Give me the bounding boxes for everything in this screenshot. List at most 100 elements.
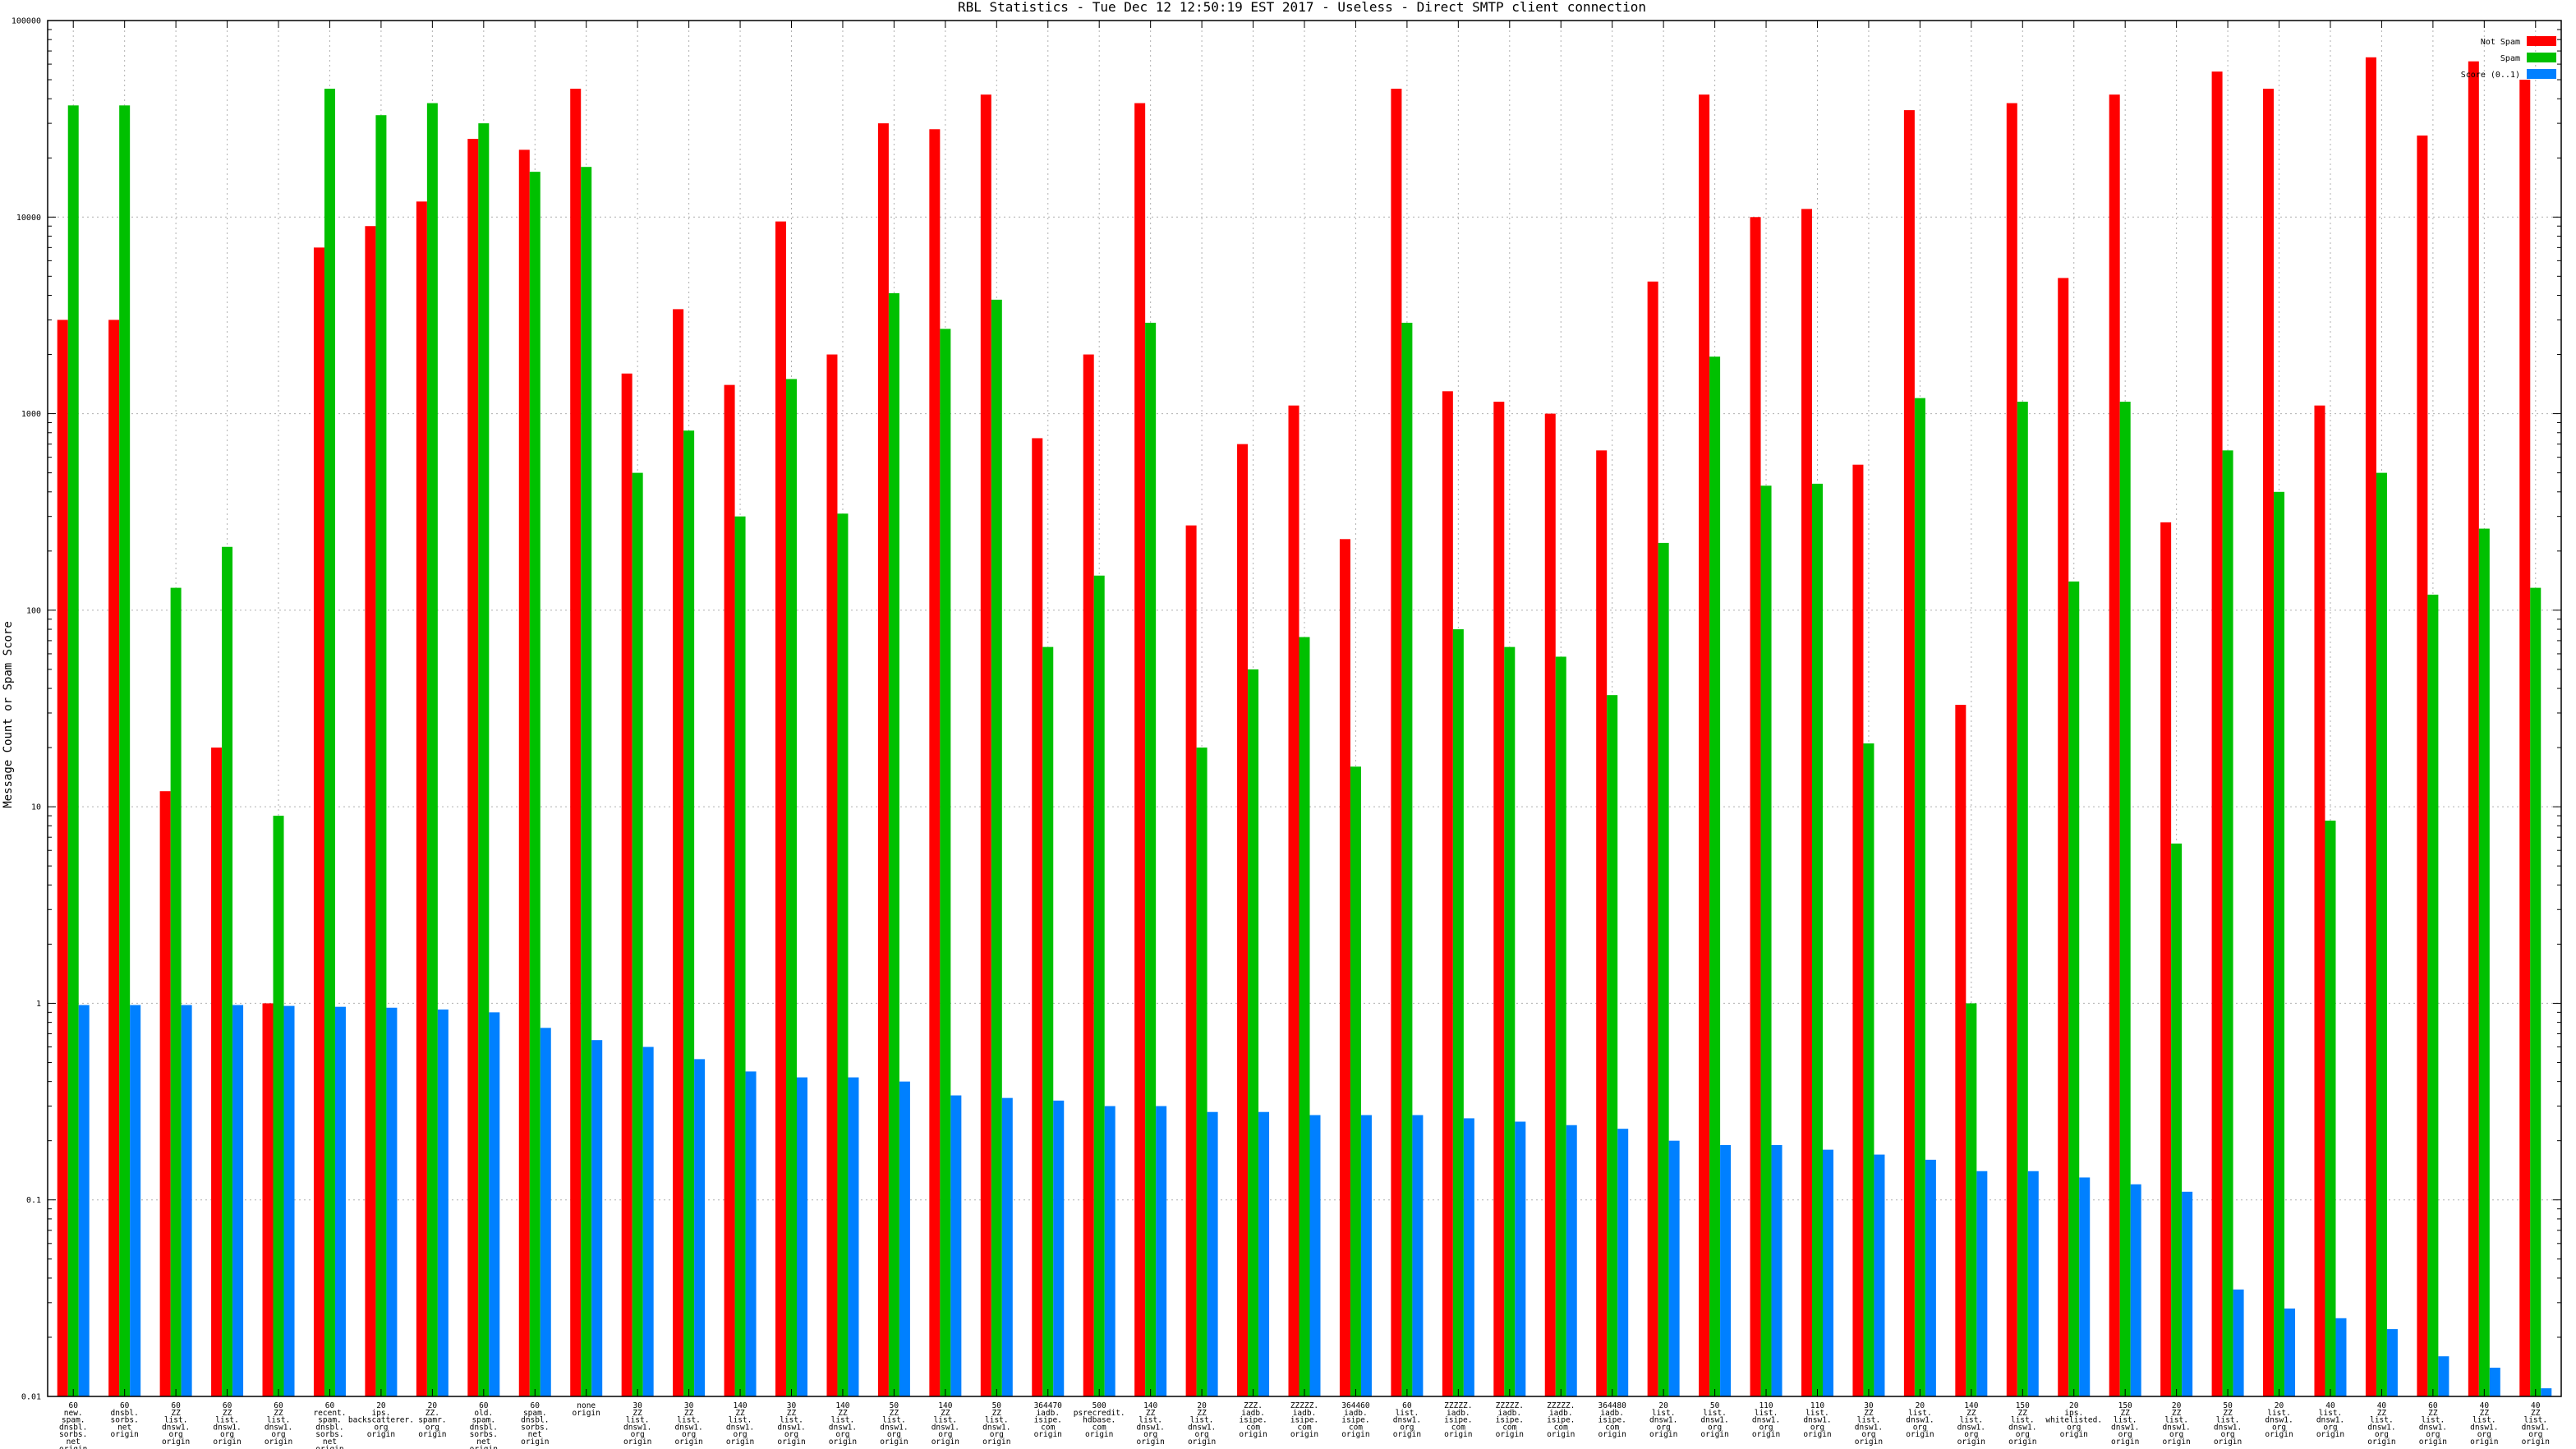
x-category-label-line: origin bbox=[418, 1430, 446, 1439]
x-category-label-line: origin bbox=[880, 1438, 908, 1447]
x-category-label: none origin bbox=[573, 1401, 600, 1418]
x-category-label: 30 ZZ list. dnsw1. org origin bbox=[674, 1401, 702, 1447]
y-tick-label: 10 bbox=[31, 803, 41, 812]
x-category-label-line: sorbs. bbox=[521, 1423, 549, 1432]
x-category-label-line: 140 bbox=[733, 1401, 747, 1410]
x-category-label-line: origin bbox=[470, 1445, 498, 1449]
x-category-label: 140 ZZ list. dnsw1. org origin bbox=[1957, 1401, 1985, 1447]
x-category-label-line: ZZ bbox=[2377, 1409, 2387, 1418]
x-category-label: 364480 iadb. isipe. com origin bbox=[1598, 1401, 1627, 1439]
bar-spam bbox=[2478, 528, 2490, 1396]
x-category-label-line: 500 bbox=[1092, 1401, 1106, 1410]
bar-spam bbox=[273, 816, 284, 1396]
x-category-label-line: org bbox=[271, 1430, 285, 1439]
x-category-label-line: origin bbox=[111, 1430, 139, 1439]
x-category-label-line: 20 bbox=[2069, 1401, 2079, 1410]
x-category-label-line: 30 bbox=[684, 1401, 694, 1410]
x-category-label: ZZZZZ. iadb. isipe. com origin bbox=[1496, 1401, 1524, 1439]
x-category-label: 140 ZZ list. dnsw1. org origin bbox=[932, 1401, 959, 1447]
x-category-label-line: sorbs. bbox=[470, 1430, 498, 1439]
x-category-label-line: ZZ bbox=[890, 1409, 899, 1418]
x-category-label-line: list. bbox=[1396, 1409, 1419, 1418]
bar-score-0-1 bbox=[1053, 1100, 1065, 1396]
chart-title: RBL Statistics - Tue Dec 12 12:50:19 EST… bbox=[958, 0, 1646, 15]
x-category-label-line: dnsw1. bbox=[2162, 1423, 2190, 1432]
bar-spam bbox=[1914, 398, 1925, 1396]
x-category-label: 30 ZZ list. dnsw1. org origin bbox=[623, 1401, 651, 1447]
x-category-label-line: origin bbox=[2470, 1438, 2498, 1447]
x-category-label: 20 ips. whitelisted. org origin bbox=[2045, 1401, 2102, 1439]
bar-spam bbox=[1401, 322, 1413, 1396]
x-category-label-line: origin bbox=[1752, 1430, 1780, 1439]
x-category-label: 364470 iadb. isipe. com origin bbox=[1034, 1401, 1063, 1439]
x-category-label-line: ZZ bbox=[735, 1409, 745, 1418]
x-category-label-line: dnsw1. bbox=[1188, 1423, 1216, 1432]
x-category-label-line: iadb. bbox=[1241, 1409, 1265, 1418]
bar-score-0-1 bbox=[334, 1006, 346, 1396]
x-category-label-line: 364470 bbox=[1034, 1401, 1063, 1410]
bar-spam bbox=[1555, 656, 1566, 1396]
x-category-label-line: list. bbox=[1908, 1409, 1932, 1418]
x-category-label-line: org bbox=[2375, 1430, 2389, 1439]
x-category-label-line: origin bbox=[315, 1445, 343, 1449]
bar-spam bbox=[478, 123, 490, 1396]
bar-not-spam bbox=[724, 384, 735, 1396]
bar-not-spam bbox=[1288, 405, 1300, 1396]
bar-not-spam bbox=[1955, 705, 1966, 1396]
bar-spam bbox=[375, 115, 387, 1396]
x-category-label: ZZZZZ. iadb. isipe. com origin bbox=[1290, 1401, 1318, 1439]
x-category-label-line: 20 bbox=[428, 1401, 438, 1410]
x-category-label-line: ZZZZZ. bbox=[1290, 1401, 1318, 1410]
x-category-label-line: net bbox=[528, 1430, 542, 1439]
bar-not-spam bbox=[365, 226, 376, 1396]
x-category-label-line: org bbox=[1195, 1430, 1209, 1439]
bar-not-spam bbox=[1185, 525, 1197, 1396]
bar-not-spam bbox=[1134, 103, 1146, 1397]
bar-score-0-1 bbox=[1001, 1097, 1013, 1396]
x-category-label-line: org bbox=[2118, 1430, 2132, 1439]
x-category-label: 30 ZZ list. dnsw1. org origin bbox=[777, 1401, 805, 1447]
x-category-label: 500 psrecredit. hdbase. com origin bbox=[1074, 1401, 1125, 1439]
legend-swatch bbox=[2527, 36, 2556, 46]
bar-score-0-1 bbox=[232, 1005, 244, 1396]
x-category-label-line: 60 bbox=[531, 1401, 540, 1410]
bar-spam bbox=[888, 292, 899, 1396]
bar-score-0-1 bbox=[950, 1095, 962, 1396]
bar-spam bbox=[940, 329, 951, 1396]
x-category-label-line: ZZ bbox=[787, 1409, 797, 1418]
x-category-label-line: list. bbox=[1190, 1416, 1214, 1425]
bar-spam bbox=[2325, 821, 2336, 1396]
bar-score-0-1 bbox=[386, 1007, 398, 1396]
legend: Not Spam Spam Score (0..1) bbox=[2461, 36, 2556, 80]
bar-not-spam bbox=[1083, 354, 1094, 1396]
bar-not-spam bbox=[108, 320, 120, 1397]
bar-score-0-1 bbox=[540, 1028, 551, 1396]
x-category-label-line: dnsw1. bbox=[777, 1423, 805, 1432]
x-category-label-line: none bbox=[577, 1401, 596, 1410]
x-category-label-line: org bbox=[733, 1430, 747, 1439]
y-axis-ticks: 0.01 0.1 1 10 100 1000 10000 100000 bbox=[12, 17, 2561, 1402]
x-category-label: 60 ZZ list. dnsw1. org origin bbox=[2419, 1401, 2447, 1447]
x-category-label-line: 50 bbox=[2223, 1401, 2233, 1410]
x-category-label-line: 140 bbox=[835, 1401, 849, 1410]
bar-spam bbox=[2376, 472, 2387, 1397]
x-category-label-line: org bbox=[631, 1430, 645, 1439]
bar-score-0-1 bbox=[489, 1012, 500, 1396]
x-category-label: 30 ZZ list. dnsw1. org origin bbox=[1855, 1401, 1883, 1447]
y-tick-label: 100000 bbox=[12, 17, 41, 26]
bar-score-0-1 bbox=[899, 1081, 910, 1396]
x-category-label-line: com bbox=[1502, 1423, 1516, 1432]
x-category-label-line: origin bbox=[1290, 1430, 1318, 1439]
x-category-label-line: origin bbox=[1239, 1430, 1267, 1439]
x-category-label-line: iadb. bbox=[1549, 1409, 1573, 1418]
x-category-label-line: ZZ bbox=[2120, 1409, 2130, 1418]
x-category-label-line: origin bbox=[2162, 1438, 2190, 1447]
x-category-label-line: dnsw1. bbox=[932, 1423, 959, 1432]
x-category-label-line: 140 bbox=[1964, 1401, 1978, 1410]
bar-score-0-1 bbox=[1309, 1115, 1321, 1396]
bar-not-spam bbox=[1237, 444, 1249, 1397]
x-category-label-line: iadb. bbox=[1293, 1409, 1317, 1418]
bar-not-spam bbox=[1852, 464, 1864, 1396]
x-category-label: 40 ZZ list. dnsw1. org origin bbox=[2367, 1401, 2395, 1447]
